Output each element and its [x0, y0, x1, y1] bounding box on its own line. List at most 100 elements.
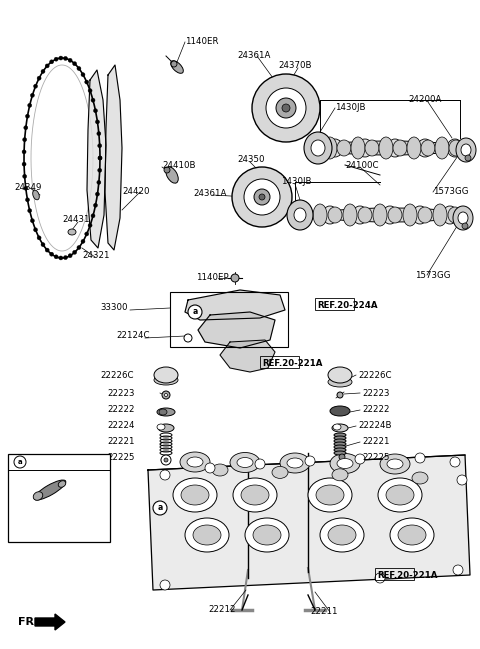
- Text: 24361A: 24361A: [193, 188, 227, 197]
- Circle shape: [465, 155, 471, 161]
- Ellipse shape: [379, 137, 393, 159]
- Ellipse shape: [171, 60, 183, 73]
- Text: 22221: 22221: [107, 437, 134, 447]
- Ellipse shape: [187, 457, 203, 467]
- Text: 24431: 24431: [62, 215, 89, 225]
- Text: FR.: FR.: [18, 617, 38, 627]
- Circle shape: [77, 66, 81, 71]
- Ellipse shape: [328, 377, 352, 387]
- Circle shape: [68, 254, 72, 258]
- Text: 24350: 24350: [237, 156, 264, 164]
- Text: REF.20-221A: REF.20-221A: [377, 572, 437, 580]
- Ellipse shape: [185, 518, 229, 552]
- Circle shape: [81, 73, 85, 77]
- Text: 24370B: 24370B: [278, 62, 312, 71]
- Ellipse shape: [330, 454, 360, 474]
- Ellipse shape: [380, 454, 410, 474]
- Circle shape: [255, 459, 265, 469]
- Ellipse shape: [58, 481, 66, 487]
- Ellipse shape: [318, 208, 462, 222]
- Text: 24349: 24349: [14, 184, 41, 193]
- Ellipse shape: [237, 458, 253, 467]
- Text: a: a: [192, 308, 198, 317]
- Text: 22226C: 22226C: [100, 371, 133, 380]
- Ellipse shape: [433, 204, 447, 226]
- Circle shape: [22, 162, 26, 166]
- Circle shape: [72, 251, 77, 254]
- Circle shape: [97, 132, 101, 136]
- Ellipse shape: [159, 409, 167, 415]
- Ellipse shape: [351, 137, 365, 159]
- Circle shape: [457, 475, 467, 485]
- Bar: [315, 298, 353, 310]
- Ellipse shape: [334, 436, 346, 440]
- Ellipse shape: [33, 190, 39, 200]
- Text: 1140EP: 1140EP: [196, 273, 228, 282]
- Text: 24200A: 24200A: [408, 95, 442, 104]
- Text: REF.20-221A: REF.20-221A: [262, 360, 323, 369]
- Circle shape: [23, 138, 27, 141]
- Text: 24420: 24420: [122, 188, 149, 197]
- Circle shape: [164, 167, 170, 173]
- Circle shape: [94, 108, 97, 113]
- Circle shape: [85, 80, 89, 84]
- Ellipse shape: [378, 478, 422, 512]
- Ellipse shape: [328, 207, 342, 223]
- Text: 22222: 22222: [362, 406, 389, 415]
- Bar: [170, 292, 288, 347]
- Ellipse shape: [390, 518, 434, 552]
- Ellipse shape: [166, 167, 178, 183]
- Ellipse shape: [244, 179, 280, 215]
- Ellipse shape: [334, 439, 346, 443]
- Circle shape: [25, 114, 29, 118]
- Text: 22223: 22223: [107, 389, 134, 397]
- Circle shape: [28, 208, 32, 213]
- Ellipse shape: [154, 375, 178, 385]
- Text: 24410B: 24410B: [162, 160, 195, 169]
- Ellipse shape: [334, 442, 346, 446]
- Text: 22222: 22222: [107, 406, 134, 415]
- Text: 24355: 24355: [28, 506, 56, 515]
- Circle shape: [41, 69, 45, 73]
- Circle shape: [88, 89, 92, 93]
- Ellipse shape: [447, 139, 463, 157]
- Ellipse shape: [280, 453, 310, 473]
- Polygon shape: [35, 614, 65, 630]
- Text: 22226C: 22226C: [358, 371, 392, 380]
- Circle shape: [450, 457, 460, 467]
- Ellipse shape: [403, 204, 417, 226]
- Ellipse shape: [398, 525, 426, 545]
- Ellipse shape: [287, 200, 313, 230]
- Ellipse shape: [230, 452, 260, 472]
- Circle shape: [63, 256, 68, 260]
- Ellipse shape: [68, 229, 76, 235]
- Ellipse shape: [233, 478, 277, 512]
- Circle shape: [30, 219, 35, 223]
- Ellipse shape: [193, 525, 221, 545]
- Circle shape: [49, 60, 54, 64]
- Text: 1573GG: 1573GG: [433, 188, 468, 197]
- Ellipse shape: [253, 525, 281, 545]
- Polygon shape: [148, 455, 470, 590]
- Circle shape: [164, 458, 168, 462]
- Ellipse shape: [308, 478, 352, 512]
- Ellipse shape: [154, 367, 178, 383]
- Polygon shape: [185, 290, 285, 320]
- Bar: [8, 454, 110, 542]
- Ellipse shape: [158, 424, 174, 432]
- Polygon shape: [198, 312, 275, 348]
- Ellipse shape: [34, 480, 66, 500]
- Ellipse shape: [456, 138, 476, 162]
- Circle shape: [37, 236, 41, 239]
- Circle shape: [91, 98, 95, 103]
- Circle shape: [94, 203, 97, 207]
- Circle shape: [72, 62, 77, 66]
- Circle shape: [68, 58, 72, 62]
- Ellipse shape: [212, 464, 228, 476]
- Ellipse shape: [412, 472, 428, 484]
- Circle shape: [77, 245, 81, 249]
- Ellipse shape: [387, 139, 403, 157]
- Circle shape: [23, 175, 27, 178]
- Circle shape: [37, 76, 41, 80]
- Text: 22223: 22223: [362, 389, 389, 397]
